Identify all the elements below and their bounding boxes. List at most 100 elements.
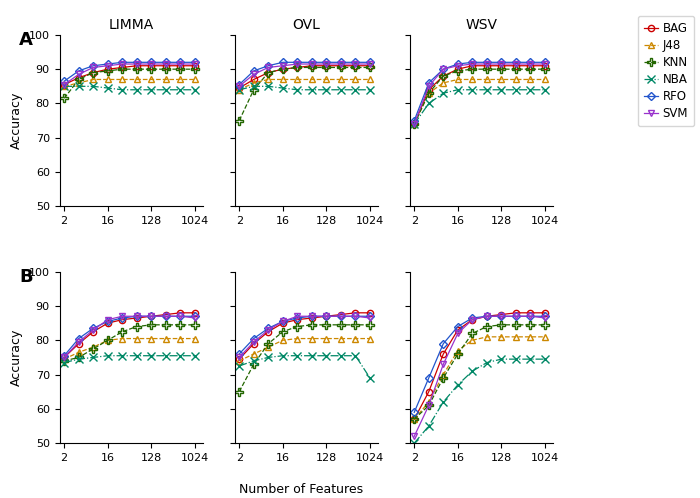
RFO (60, 78, 69, 84)
KNN (497, 322, 505, 328)
KNN (526, 322, 535, 328)
J48 (147, 77, 155, 83)
KNN (191, 66, 200, 72)
RFO (512, 59, 520, 65)
BAG (526, 63, 535, 69)
SVM (279, 63, 287, 69)
RFO (366, 313, 375, 319)
KNN (337, 64, 345, 70)
BAG (118, 64, 127, 70)
NBA (176, 353, 185, 359)
BAG (279, 66, 287, 72)
SVM (410, 121, 419, 127)
SVM (351, 61, 360, 67)
BAG (132, 315, 141, 321)
J48 (512, 334, 520, 340)
NBA (468, 368, 477, 374)
Title: WSV: WSV (466, 18, 497, 32)
SVM (132, 313, 141, 319)
BAG (541, 63, 550, 69)
BAG (468, 63, 477, 69)
RFO (322, 59, 330, 65)
SVM (497, 313, 505, 319)
KNN (74, 77, 83, 83)
SVM (337, 61, 345, 67)
BAG (424, 87, 433, 93)
J48 (147, 336, 155, 342)
J48 (118, 336, 127, 342)
BAG (526, 310, 535, 316)
NBA (541, 87, 550, 93)
SVM (235, 355, 244, 361)
SVM (541, 61, 550, 67)
RFO (132, 313, 141, 319)
BAG (424, 389, 433, 395)
KNN (147, 322, 155, 328)
RFO (74, 68, 83, 74)
RFO (454, 324, 462, 330)
KNN (162, 66, 170, 72)
SVM (308, 313, 316, 319)
SVM (322, 313, 330, 319)
J48 (60, 356, 69, 362)
Line: SVM: SVM (61, 313, 198, 361)
KNN (147, 66, 155, 72)
BAG (454, 66, 462, 72)
NBA (454, 87, 462, 93)
SVM (454, 330, 462, 336)
J48 (541, 334, 550, 340)
KNN (410, 416, 419, 422)
J48 (483, 77, 491, 83)
Line: NBA: NBA (60, 83, 199, 94)
J48 (249, 351, 258, 357)
Legend: BAG, J48, KNN, NBA, RFO, SVM: BAG, J48, KNN, NBA, RFO, SVM (638, 16, 694, 126)
KNN (60, 358, 69, 364)
BAG (162, 312, 170, 318)
KNN (249, 87, 258, 93)
SVM (132, 61, 141, 67)
Line: KNN: KNN (235, 321, 374, 395)
RFO (424, 80, 433, 86)
BAG (89, 329, 97, 335)
KNN (132, 66, 141, 72)
KNN (162, 322, 170, 328)
KNN (191, 322, 200, 328)
BAG (351, 63, 360, 69)
RFO (104, 61, 112, 67)
J48 (424, 90, 433, 96)
KNN (249, 362, 258, 368)
BAG (308, 315, 316, 321)
SVM (468, 317, 477, 323)
SVM (74, 339, 83, 345)
Line: NBA: NBA (410, 86, 549, 128)
BAG (118, 317, 127, 323)
KNN (89, 70, 97, 76)
Line: J48: J48 (61, 76, 198, 90)
RFO (512, 313, 520, 319)
SVM (410, 433, 419, 439)
NBA (410, 440, 419, 446)
RFO (176, 59, 185, 65)
J48 (191, 336, 200, 342)
RFO (351, 313, 360, 319)
J48 (89, 344, 97, 350)
SVM (439, 66, 447, 72)
SVM (89, 64, 97, 70)
BAG (162, 63, 170, 69)
J48 (526, 334, 535, 340)
SVM (147, 313, 155, 319)
BAG (74, 341, 83, 347)
NBA (322, 353, 330, 359)
Line: NBA: NBA (235, 83, 374, 94)
KNN (424, 90, 433, 96)
Line: RFO: RFO (61, 59, 198, 84)
Line: RFO: RFO (411, 313, 548, 415)
RFO (454, 61, 462, 67)
NBA (162, 87, 170, 93)
RFO (410, 118, 419, 124)
SVM (264, 327, 272, 333)
Text: B: B (20, 268, 33, 286)
NBA (235, 87, 244, 93)
NBA (104, 353, 112, 359)
J48 (89, 77, 97, 83)
